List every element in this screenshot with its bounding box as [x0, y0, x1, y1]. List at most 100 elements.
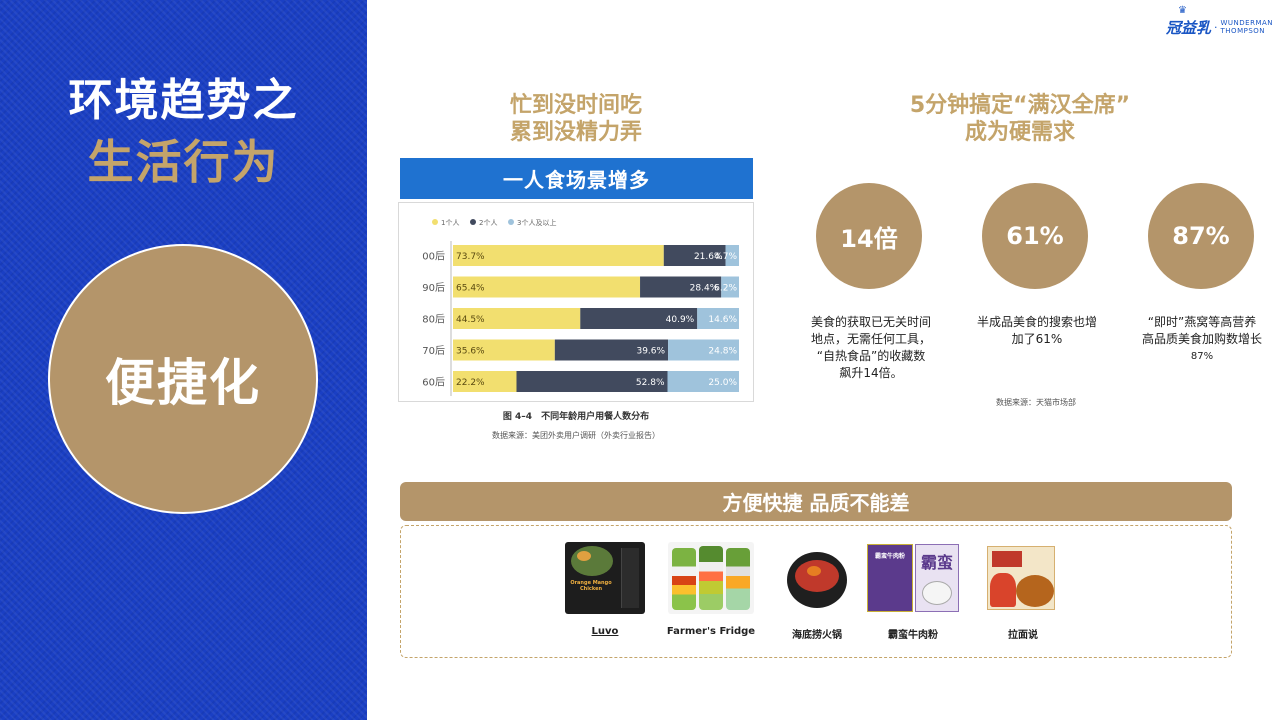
bar-segment — [667, 371, 739, 392]
salad-jar-icon — [699, 546, 723, 610]
category-label: 00后 — [422, 251, 445, 263]
bottom-banner: 方便快捷 品质不能差 — [400, 482, 1232, 521]
product-luvo: Orange Mango Chicken Luvo — [555, 542, 655, 637]
theme-circle-text: 便捷化 — [105, 354, 261, 412]
value-label: 25.0% — [708, 378, 737, 388]
wunderman-thompson-logo: WUNDERMAN THOMPSON — [1221, 19, 1274, 35]
value-label: 40.9% — [666, 315, 695, 325]
section-title-line2: 生活行为 — [87, 135, 280, 189]
crown-icon: ♛ — [1178, 4, 1187, 16]
stat-desc-1-line: 美食的获取已无关时间 — [810, 315, 931, 329]
luvo-package-image: Orange Mango Chicken — [565, 542, 645, 614]
bar-segment — [580, 308, 698, 329]
stat-desc-3-line: “即时”燕窝等高营养 — [1147, 315, 1257, 329]
stat-desc-3-sub: 87% — [1190, 351, 1214, 362]
right-heading: 5分钟搞定“满汉全席” 成为硬需求 — [800, 92, 1240, 146]
logo-separator: · — [1214, 20, 1218, 34]
product-lamianshuo: 拉面说 — [973, 542, 1073, 641]
value-label: 28.4% — [690, 284, 719, 294]
right-heading-line2: 成为硬需求 — [964, 120, 1075, 145]
bar-segment — [453, 276, 641, 298]
value-label: 39.6% — [636, 347, 665, 357]
guanyiru-logo-text: 冠益乳 — [1166, 18, 1212, 37]
bar-segment — [453, 308, 581, 329]
bamann-box-front-icon: 霸蛮牛肉粉 — [867, 544, 913, 612]
chart-source: 数据来源：美团外卖用户调研（外卖行业报告） — [492, 431, 660, 440]
product-label-lamianshuo: 拉面说 — [1008, 630, 1038, 641]
stat-desc-2-line: 半成品美食的搜索也增 — [976, 315, 1097, 329]
product-label-luvo: Luvo — [591, 626, 619, 637]
stat-value-1: 14倍 — [840, 224, 898, 253]
salad-jar-icon — [672, 548, 696, 610]
product-label-haidilao: 海底捞火锅 — [792, 630, 842, 641]
hotpot-soup-icon — [795, 560, 839, 592]
product-label-farmers-fridge: Farmer's Fridge — [666, 626, 756, 637]
guanyiru-logo: ♛ 冠益乳 — [1166, 5, 1212, 38]
value-label: 24.8% — [708, 347, 737, 357]
luvo-pack-text: Orange Mango Chicken — [570, 580, 612, 592]
value-label: 73.7% — [456, 252, 485, 262]
bar-segment — [453, 245, 664, 266]
left-heading-line1: 忙到没时间吃 — [509, 93, 642, 118]
stat-desc-2-line: 加了61% — [1011, 332, 1063, 346]
stat-desc-1-line: “自热食品”的收藏数 — [816, 349, 926, 363]
section-title-line1: 环境趋势之 — [68, 75, 299, 126]
stat-desc-2: 半成品美食的搜索也增 加了61% — [954, 314, 1120, 348]
chart-banner: 一人食场景增多 — [400, 158, 753, 199]
salad-jar-icon — [726, 548, 750, 610]
value-label: 21.6% — [694, 252, 723, 262]
product-farmers-fridge: Farmer's Fridge — [661, 542, 761, 637]
product-haidilao: 海底捞火锅 — [767, 542, 867, 641]
left-panel: 环境趋势之 生活行为 便捷化 — [0, 0, 367, 720]
logo-en-line2: THOMPSON — [1220, 27, 1266, 35]
value-label: 4.7% — [714, 252, 737, 262]
legend-label: 1个人 — [441, 219, 459, 227]
category-label: 80后 — [422, 314, 445, 326]
left-heading-line2: 累到没精力弄 — [509, 120, 642, 145]
stat-desc-3-line: 高品质美食加购数增长 — [1141, 332, 1262, 346]
salad-jars-image — [668, 542, 754, 614]
bar-segment — [697, 308, 739, 329]
chili-pepper-icon — [990, 573, 1016, 607]
bamann-package-image: 霸蛮牛肉粉 霸蛮 — [865, 542, 961, 614]
hotpot-image — [779, 542, 855, 614]
chart-svg: 1个人 2个人 3个人及以上 00后 73.7% 21.6%4.7% 90后 65.4% 28.… — [422, 218, 739, 396]
food-bowl-icon — [571, 546, 613, 576]
lamianshuo-package-image — [983, 542, 1063, 614]
product-label-bamann: 霸蛮牛肉粉 — [888, 630, 938, 641]
value-label: 14.6% — [708, 315, 737, 325]
package-side-icon — [621, 548, 639, 608]
stat-desc-3: “即时”燕窝等高营养 高品质美食加购数增长 87% — [1126, 314, 1278, 365]
category-label: 70后 — [422, 345, 445, 357]
right-heading-line1: 5分钟搞定“满汉全席” — [909, 93, 1131, 118]
bar-segment — [725, 245, 739, 266]
noodle-bowl-icon — [922, 581, 952, 605]
category-label: 90后 — [422, 282, 445, 294]
value-label: 44.5% — [456, 315, 485, 325]
legend-marker — [508, 219, 514, 225]
stacked-bar-chart: 1个人 2个人 3个人及以上 00后 73.7% 21.6% 4.7% 90后 65.4% 28.… — [398, 202, 754, 402]
logo-en-line1: WUNDERMAN — [1220, 19, 1274, 27]
stat-circle-2: 61% — [982, 183, 1088, 289]
hotpot-meat-icon — [807, 566, 821, 576]
theme-circle: 便捷化 — [48, 244, 318, 514]
stat-desc-1-line: 飙升14倍。 — [839, 366, 903, 380]
stat-value-3: 87% — [1172, 222, 1230, 250]
bamann-logo-text: 霸蛮 — [920, 553, 953, 572]
food-topping-icon — [577, 551, 591, 561]
value-label: 22.2% — [456, 378, 485, 388]
bamann-box-side-icon: 霸蛮 — [915, 544, 959, 612]
value-label: 52.8% — [636, 378, 665, 388]
stat-desc-1: 美食的获取已无关时间 地点，无需任何工具， “自热食品”的收藏数 飙升14倍。 — [786, 314, 956, 382]
category-label: 60后 — [422, 377, 445, 389]
bamann-box-label: 霸蛮牛肉粉 — [874, 553, 905, 560]
ramen-bowl-icon — [1016, 575, 1054, 607]
brand-logos: ♛ 冠益乳 · WUNDERMAN THOMPSON — [1166, 5, 1274, 40]
legend-label: 3个人及以上 — [517, 218, 556, 227]
bar-segment — [668, 339, 739, 361]
stat-value-2: 61% — [1006, 222, 1064, 250]
bar-segment — [554, 339, 669, 361]
lamianshuo-brand-icon — [992, 551, 1022, 567]
stat-desc-1-line: 地点，无需任何工具， — [810, 332, 931, 346]
